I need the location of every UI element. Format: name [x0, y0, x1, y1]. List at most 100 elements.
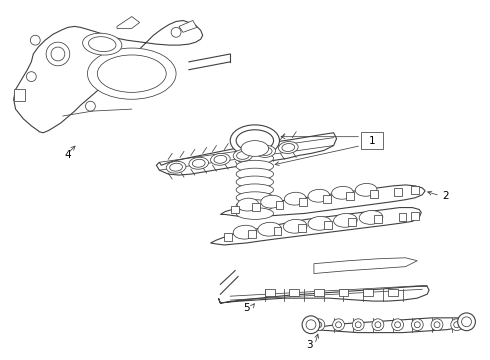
Ellipse shape: [233, 225, 257, 239]
Ellipse shape: [236, 152, 273, 164]
Text: 3: 3: [306, 341, 313, 350]
Circle shape: [375, 322, 381, 328]
Polygon shape: [219, 286, 429, 303]
Polygon shape: [14, 89, 25, 101]
Bar: [298, 224, 306, 232]
Circle shape: [462, 317, 471, 327]
Circle shape: [46, 42, 70, 66]
Ellipse shape: [278, 141, 298, 153]
Bar: [412, 212, 419, 220]
Polygon shape: [220, 185, 425, 216]
Ellipse shape: [261, 195, 282, 208]
Ellipse shape: [241, 141, 269, 156]
Polygon shape: [309, 318, 466, 333]
Bar: [265, 289, 274, 296]
Ellipse shape: [236, 168, 273, 180]
Ellipse shape: [89, 37, 116, 51]
Ellipse shape: [308, 216, 332, 230]
Bar: [348, 219, 356, 226]
Bar: [374, 215, 382, 223]
Bar: [388, 289, 397, 296]
Bar: [323, 195, 331, 203]
Circle shape: [394, 322, 400, 328]
Circle shape: [30, 35, 40, 45]
Ellipse shape: [88, 48, 176, 99]
Bar: [363, 289, 373, 296]
Ellipse shape: [259, 148, 272, 156]
Ellipse shape: [284, 192, 306, 205]
Ellipse shape: [98, 55, 166, 93]
Polygon shape: [156, 133, 337, 175]
Polygon shape: [211, 208, 421, 245]
Ellipse shape: [334, 213, 357, 227]
Ellipse shape: [282, 144, 294, 152]
Circle shape: [392, 319, 404, 330]
Circle shape: [85, 101, 96, 111]
Bar: [346, 192, 354, 200]
Ellipse shape: [256, 145, 275, 157]
Ellipse shape: [236, 200, 273, 212]
Ellipse shape: [237, 198, 259, 211]
Bar: [231, 206, 239, 213]
Circle shape: [313, 319, 325, 330]
Ellipse shape: [308, 189, 330, 202]
Text: 4: 4: [65, 150, 71, 161]
Polygon shape: [117, 17, 140, 28]
Circle shape: [434, 322, 440, 328]
Ellipse shape: [237, 152, 249, 159]
Polygon shape: [314, 258, 417, 274]
Circle shape: [454, 322, 460, 328]
Ellipse shape: [236, 130, 273, 152]
Polygon shape: [179, 21, 197, 32]
Bar: [393, 188, 401, 196]
Ellipse shape: [211, 153, 230, 165]
Ellipse shape: [170, 163, 182, 171]
Ellipse shape: [193, 159, 205, 167]
Bar: [248, 230, 256, 238]
Circle shape: [451, 319, 463, 330]
Bar: [224, 233, 232, 241]
Ellipse shape: [359, 211, 383, 224]
Bar: [361, 132, 383, 149]
Polygon shape: [14, 21, 203, 133]
Ellipse shape: [236, 176, 273, 188]
Circle shape: [51, 47, 65, 61]
Circle shape: [26, 72, 36, 82]
Ellipse shape: [332, 186, 353, 199]
Bar: [370, 190, 378, 198]
Circle shape: [431, 319, 443, 330]
Bar: [412, 186, 419, 194]
Bar: [252, 203, 260, 211]
Text: 1: 1: [368, 136, 375, 145]
Bar: [339, 289, 348, 296]
Ellipse shape: [233, 149, 253, 161]
Ellipse shape: [189, 157, 209, 169]
Ellipse shape: [214, 156, 227, 163]
Circle shape: [352, 319, 364, 330]
Ellipse shape: [258, 222, 281, 236]
Ellipse shape: [166, 161, 186, 173]
Bar: [273, 227, 281, 235]
Circle shape: [171, 27, 181, 37]
Text: 2: 2: [442, 191, 448, 201]
Circle shape: [333, 319, 344, 330]
Ellipse shape: [236, 160, 273, 172]
Circle shape: [302, 316, 320, 334]
Circle shape: [458, 313, 475, 330]
Bar: [289, 289, 299, 296]
Polygon shape: [245, 139, 268, 160]
Circle shape: [355, 322, 361, 328]
Bar: [398, 213, 407, 221]
Bar: [299, 198, 307, 206]
Ellipse shape: [355, 184, 377, 196]
Ellipse shape: [236, 184, 273, 196]
Bar: [275, 201, 283, 208]
Ellipse shape: [236, 208, 273, 219]
Ellipse shape: [283, 219, 307, 233]
Circle shape: [316, 322, 322, 328]
Text: 5: 5: [244, 303, 250, 313]
Circle shape: [412, 319, 423, 330]
Ellipse shape: [230, 125, 279, 156]
Circle shape: [415, 322, 420, 328]
Circle shape: [306, 320, 316, 330]
